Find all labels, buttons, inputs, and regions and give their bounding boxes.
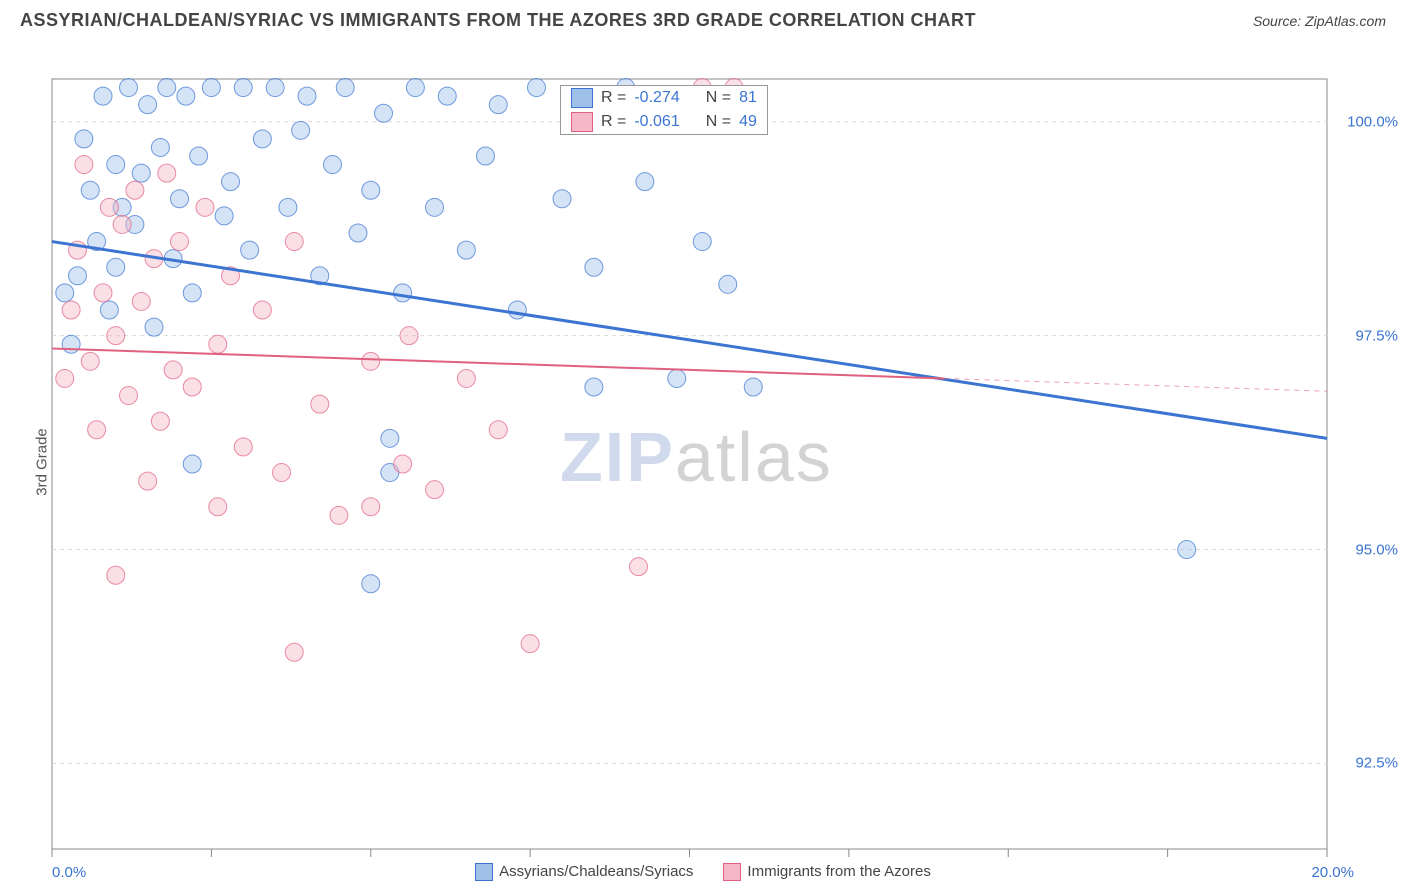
stat-legend-row: R = -0.274 N = 81 (561, 86, 767, 110)
chart-title: ASSYRIAN/CHALDEAN/SYRIAC VS IMMIGRANTS F… (20, 10, 976, 31)
stat-n-label: N = (706, 89, 731, 107)
y-tick-label: 97.5% (1355, 327, 1398, 344)
source-label: Source: (1253, 13, 1305, 29)
y-tick-label: 95.0% (1355, 541, 1398, 558)
stat-r-label: R = (601, 113, 626, 131)
legend-label: Immigrants from the Azores (747, 863, 930, 880)
stat-r-label: R = (601, 89, 626, 107)
legend-swatch (723, 863, 741, 881)
legend-swatch (475, 863, 493, 881)
y-tick-label: 92.5% (1355, 755, 1398, 772)
chart-area: 3rd Grade ZIPatlas R =-0.274N =81R =-0.0… (0, 37, 1406, 887)
stat-r-value: -0.061 (634, 113, 679, 131)
source-credit: Source: ZipAtlas.com (1253, 13, 1386, 29)
legend-swatch (571, 88, 593, 108)
legend-item: Immigrants from the Azores (723, 863, 930, 881)
series-legend: Assyrians/Chaldeans/Syriacs Immigrants fr… (0, 863, 1406, 881)
stat-legend-row: R = -0.061 N = 49 (561, 110, 767, 134)
stat-n-label: N = (706, 113, 731, 131)
legend-item: Assyrians/Chaldeans/Syriacs (475, 863, 693, 881)
source-value: ZipAtlas.com (1305, 13, 1386, 29)
y-axis-label: 3rd Grade (33, 428, 50, 496)
y-tick-label: 100.0% (1347, 113, 1398, 130)
statistics-legend: R = -0.274 N = 81 R = -0.061 N = 49 (560, 85, 768, 135)
stat-r-value: -0.274 (634, 89, 679, 107)
scatter-plot-svg (0, 37, 1406, 887)
stat-n-value: 81 (739, 89, 757, 107)
chart-header: ASSYRIAN/CHALDEAN/SYRIAC VS IMMIGRANTS F… (0, 0, 1406, 37)
legend-swatch (571, 112, 593, 132)
legend-label: Assyrians/Chaldeans/Syriacs (499, 863, 693, 880)
stat-n-value: 49 (739, 113, 757, 131)
